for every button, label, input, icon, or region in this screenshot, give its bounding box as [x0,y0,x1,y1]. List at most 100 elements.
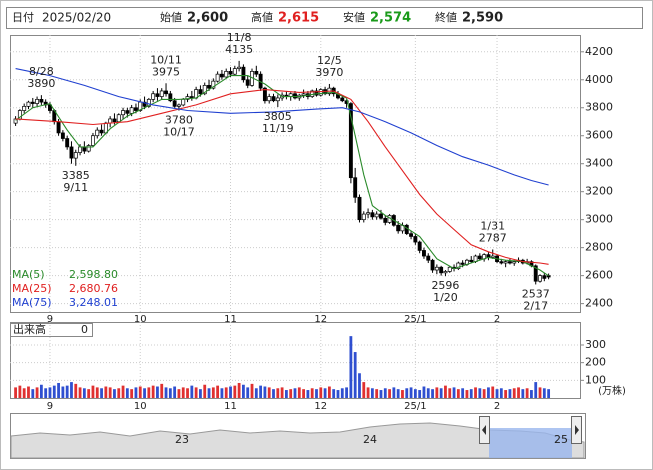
volume-bar [130,389,134,398]
volume-bar [499,388,503,398]
candle-body [430,259,435,271]
volume-bar [517,387,520,398]
volume-bar [345,387,348,398]
volume-bar [156,386,159,398]
candle-body [477,255,482,260]
volume-bar [272,389,275,398]
candle-body [533,265,538,282]
candle-body [460,262,465,265]
volume-bar [65,385,69,398]
y-tick-label: 2400 [585,297,613,310]
y-tick-label: 2800 [585,241,613,254]
candle-body [60,132,65,139]
volume-bar [216,385,220,398]
candle-body [340,97,345,102]
volume-bar [82,388,86,398]
high-label: 高値 [251,10,273,24]
volume-bar [237,382,241,398]
annotation-date: 11/8 [227,31,252,44]
volume-bar [48,387,52,398]
volume-bar [31,389,35,398]
x-tick-label: 12 [314,314,327,325]
volume-bar [151,385,155,398]
candle-body [73,152,78,159]
candle-body [151,93,156,100]
annotation-price: 2596 [431,279,459,292]
volume-bar [95,387,99,398]
volume-bar [87,389,91,398]
candle-body [447,266,452,272]
volume-bar [276,388,280,398]
volume-bar [310,388,314,398]
candle-body [228,71,233,75]
volume-bar [452,387,456,398]
candle-body [507,261,512,264]
volume-bar [164,387,168,398]
candle-body [159,90,164,97]
volume-bar [104,386,108,398]
volume-bar [289,389,293,398]
candle-body [95,129,100,137]
y-tick-label: 2600 [585,269,613,282]
volume-bar [358,373,361,398]
annotation-date: 10/17 [163,126,195,139]
volume-bar [52,385,56,398]
candle-body [396,224,401,232]
x-tick-label: 25/1 [404,401,426,412]
x-tick-label: 9 [47,401,53,412]
candle-body [232,68,237,75]
volume-bar [18,385,22,398]
y-tick-label: 100 [585,373,606,386]
candle-body [254,71,259,75]
candle-body [82,146,87,152]
volume-bar [190,385,194,398]
x-tick-label: 9 [47,314,53,325]
volume-bar [461,388,465,398]
volume-bar [465,390,469,398]
volume-bar [495,389,499,398]
volume-bar [246,387,250,398]
candle-body [366,212,371,215]
volume-bar [482,389,486,398]
volume-bar [508,389,512,398]
annotation-date: 12/5 [317,54,342,67]
volume-bar [413,389,417,398]
volume-bar [538,387,542,398]
candle-body [13,118,18,124]
candle-body [271,96,276,102]
volume-bar [168,388,172,398]
date: 2025/02/20 [42,11,111,25]
high-value: 2,615 [278,11,319,26]
candle-body [245,79,250,86]
volume-bar [456,389,460,398]
annotation-price: 2787 [479,231,507,244]
volume-label: 出来高 [13,322,46,336]
volume-bar [263,386,267,398]
candle-body [512,261,517,264]
navigator-selection[interactable] [489,428,572,458]
volume-bar [229,386,232,398]
volume-bar [181,387,185,398]
volume-bar [547,389,551,398]
candle-body [409,233,414,237]
volume-bar [70,382,73,398]
price-panel [10,35,581,313]
x-tick-label: 10 [134,314,147,325]
candle-body [439,266,444,274]
volume-bar [353,352,357,398]
annotation-date: 10/11 [150,53,182,66]
low-value: 2,574 [370,11,411,26]
volume-bar [267,387,271,398]
volume-bar [39,384,43,398]
y-tick-label: 3800 [585,101,613,114]
volume-bar [383,388,387,398]
volume-unit: (万株) [598,384,626,397]
volume-bar [362,382,366,398]
volume-bar [121,385,125,398]
volume-bar [207,388,211,398]
candle-body [86,145,91,152]
candle-body [39,99,44,103]
candle-body [134,107,138,111]
volume-bar [61,386,65,398]
candle-body [116,114,121,123]
